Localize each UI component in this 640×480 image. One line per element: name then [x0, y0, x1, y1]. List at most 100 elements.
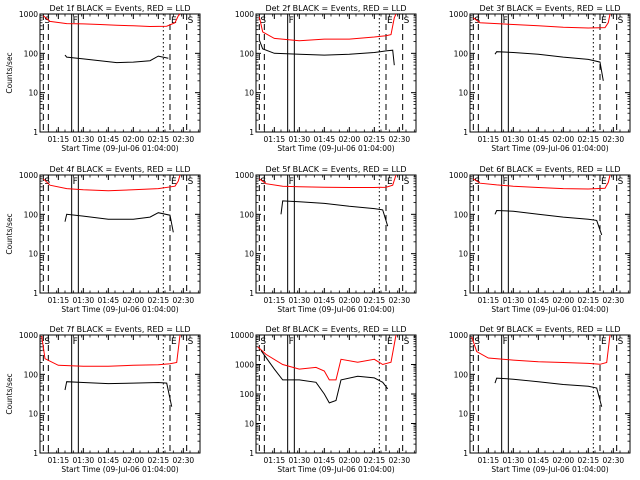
marker-label: S — [188, 337, 194, 347]
panel-8: Det 8f BLACK = Events, RED = LLD 1 10 100 10… — [230, 325, 417, 474]
x-tick-label: 01:45 — [314, 296, 336, 305]
marker-label: S — [474, 337, 480, 347]
x-tick-label: 02:00 — [553, 296, 575, 305]
panel-3: Det 3f BLACK = Events, RED = LLD 1 10 100 10… — [449, 4, 631, 153]
x-tick-label: 02:30 — [173, 456, 195, 465]
x-axis-label: Start Time (09-Jul-06 01:04:00) — [277, 465, 394, 474]
x-tick-label: 01:30 — [289, 296, 311, 305]
lld-series-line — [42, 174, 181, 192]
y-tick-label: 100 — [454, 370, 469, 379]
x-tick-label: 02:30 — [389, 296, 411, 305]
panel-title: Det 8f BLACK = Events, RED = LLD — [265, 325, 406, 334]
marker-label: F — [503, 177, 508, 187]
events-series-line — [64, 54, 169, 64]
x-tick-label: 02:15 — [364, 296, 386, 305]
x-axis-label: Start Time (09-Jul-06 01:04:00) — [277, 305, 394, 314]
marker-label: F — [503, 16, 508, 26]
x-tick-label: 01:15 — [264, 296, 286, 305]
y-tick-label: 100 — [240, 210, 255, 219]
x-tick-label: 02:00 — [339, 135, 361, 144]
x-tick-label: 01:30 — [73, 296, 95, 305]
y-tick-label: 10 — [244, 420, 254, 429]
x-tick-label: 01:30 — [289, 456, 311, 465]
x-tick-label: 01:15 — [264, 135, 286, 144]
y-tick-label: 1 — [33, 128, 38, 137]
panel-5: Det 5f BLACK = Events, RED = LLD 1 10 100 10… — [235, 165, 417, 314]
plot-frame — [39, 174, 201, 294]
lld-series-line — [257, 334, 397, 381]
x-axis-label: Start Time (09-Jul-06 01:04:00) — [61, 144, 178, 153]
y-axis-label: Counts/sec — [5, 213, 14, 254]
x-tick-label: 01:15 — [48, 296, 70, 305]
panel-2: Det 2f BLACK = Events, RED = LLD 1 10 100 10… — [235, 4, 417, 153]
x-tick-label: 02:00 — [339, 456, 361, 465]
panel-title: Det 6f BLACK = Events, RED = LLD — [479, 165, 620, 174]
panel-7: Det 7f BLACK = Events, RED = LLD 1 10 100 10… — [5, 325, 201, 474]
marker-label: F — [289, 16, 294, 26]
x-tick-label: 01:15 — [48, 135, 70, 144]
x-tick-label: 01:15 — [48, 456, 70, 465]
x-tick-label: 01:45 — [98, 135, 120, 144]
events-series-line — [280, 200, 389, 227]
x-axis-label: Start Time (09-Jul-06 01:04:00) — [61, 305, 178, 314]
x-tick-label: 01:45 — [98, 456, 120, 465]
y-tick-label: 1 — [249, 449, 254, 458]
x-tick-label: 02:30 — [173, 296, 195, 305]
lld-series-line — [473, 13, 611, 29]
panel-title: Det 2f BLACK = Events, RED = LLD — [265, 4, 406, 13]
x-tick-label: 02:00 — [339, 296, 361, 305]
marker-label: S — [618, 16, 624, 26]
y-tick-label: 10 — [244, 250, 254, 259]
y-tick-label: 1000 — [449, 331, 468, 340]
y-tick-label: 10000 — [230, 331, 254, 340]
x-tick-label: 02:15 — [578, 296, 600, 305]
marker-label: E — [171, 337, 177, 347]
y-tick-label: 100 — [240, 390, 255, 399]
marker-label: S — [618, 337, 624, 347]
y-tick-label: 1000 — [19, 10, 38, 19]
plot-frame — [255, 13, 417, 133]
x-axis-label: Start Time (09-Jul-06 01:04:00) — [277, 144, 394, 153]
events-series-line — [258, 39, 395, 66]
events-series-line — [494, 209, 603, 236]
y-tick-label: 1 — [33, 289, 38, 298]
y-axis-label: Counts/sec — [5, 52, 14, 93]
x-tick-label: 02:00 — [123, 135, 145, 144]
x-tick-label: 01:30 — [503, 456, 525, 465]
x-axis-label: Start Time (09-Jul-06 01:04:00) — [491, 305, 608, 314]
y-tick-label: 100 — [24, 210, 39, 219]
x-tick-label: 02:00 — [123, 456, 145, 465]
marker-label: S — [404, 337, 410, 347]
marker-label: E — [387, 337, 393, 347]
y-tick-label: 1000 — [449, 10, 468, 19]
marker-label: S — [404, 177, 410, 187]
y-tick-label: 1000 — [235, 10, 254, 19]
x-tick-label: 01:30 — [289, 135, 311, 144]
x-tick-label: 01:15 — [264, 456, 286, 465]
x-tick-label: 01:45 — [528, 135, 550, 144]
marker-label: E — [601, 337, 607, 347]
lld-series-line — [258, 13, 397, 42]
events-series-line — [260, 350, 389, 404]
x-tick-label: 01:15 — [478, 135, 500, 144]
panel-title: Det 1f BLACK = Events, RED = LLD — [49, 4, 190, 13]
marker-label: S — [188, 16, 194, 26]
plot-frame — [39, 334, 201, 454]
panel-1: Det 1f BLACK = Events, RED = LLD 1 10 100 10… — [5, 4, 201, 153]
plot-frame — [469, 334, 631, 454]
panel-title: Det 3f BLACK = Events, RED = LLD — [479, 4, 620, 13]
marker-label: S — [44, 337, 50, 347]
x-tick-label: 02:30 — [173, 135, 195, 144]
y-tick-label: 10 — [244, 89, 254, 98]
y-tick-label: 1000 — [235, 361, 254, 370]
x-tick-label: 01:30 — [503, 135, 525, 144]
marker-label: F — [289, 177, 294, 187]
x-tick-label: 02:30 — [389, 456, 411, 465]
x-axis-label: Start Time (09-Jul-06 01:04:00) — [491, 144, 608, 153]
marker-label: E — [601, 177, 607, 187]
plot-frame — [39, 13, 201, 133]
marker-label: E — [387, 177, 393, 187]
x-tick-label: 01:45 — [528, 456, 550, 465]
plot-frame — [255, 334, 417, 454]
